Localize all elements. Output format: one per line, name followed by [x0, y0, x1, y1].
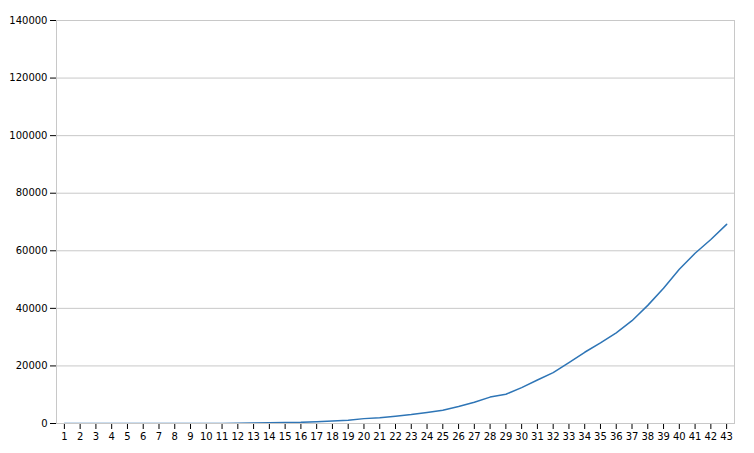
svg-text:24: 24: [421, 431, 434, 442]
svg-text:29: 29: [500, 431, 513, 442]
svg-text:37: 37: [626, 431, 639, 442]
svg-text:25: 25: [436, 431, 449, 442]
svg-text:3: 3: [93, 431, 99, 442]
svg-text:28: 28: [484, 431, 497, 442]
svg-text:30: 30: [515, 431, 528, 442]
svg-text:9: 9: [187, 431, 193, 442]
svg-text:36: 36: [610, 431, 623, 442]
svg-text:40000: 40000: [16, 303, 48, 314]
svg-text:35: 35: [594, 431, 607, 442]
svg-text:4: 4: [108, 431, 114, 442]
svg-text:0: 0: [41, 418, 47, 429]
svg-text:16: 16: [295, 431, 308, 442]
svg-text:140000: 140000: [9, 15, 47, 26]
svg-text:20000: 20000: [16, 360, 48, 371]
svg-text:43: 43: [720, 431, 733, 442]
svg-text:7: 7: [156, 431, 162, 442]
svg-text:5: 5: [124, 431, 130, 442]
svg-text:22: 22: [389, 431, 402, 442]
svg-text:1: 1: [61, 431, 67, 442]
svg-text:32: 32: [547, 431, 560, 442]
svg-text:27: 27: [468, 431, 481, 442]
svg-text:42: 42: [704, 431, 717, 442]
svg-text:12: 12: [231, 431, 244, 442]
svg-text:23: 23: [405, 431, 418, 442]
svg-text:60000: 60000: [16, 245, 48, 256]
svg-text:33: 33: [563, 431, 576, 442]
svg-text:14: 14: [263, 431, 276, 442]
svg-text:17: 17: [310, 431, 323, 442]
svg-text:13: 13: [247, 431, 260, 442]
svg-text:120000: 120000: [9, 72, 47, 83]
svg-text:21: 21: [373, 431, 386, 442]
svg-text:39: 39: [657, 431, 670, 442]
svg-text:18: 18: [326, 431, 339, 442]
svg-text:100000: 100000: [9, 130, 47, 141]
svg-text:26: 26: [452, 431, 465, 442]
svg-text:41: 41: [689, 431, 702, 442]
svg-text:80000: 80000: [16, 187, 48, 198]
svg-text:19: 19: [342, 431, 355, 442]
svg-text:15: 15: [279, 431, 292, 442]
svg-text:20: 20: [358, 431, 371, 442]
svg-text:10: 10: [200, 431, 213, 442]
svg-text:31: 31: [531, 431, 544, 442]
svg-text:34: 34: [578, 431, 591, 442]
svg-text:6: 6: [140, 431, 146, 442]
svg-text:38: 38: [641, 431, 654, 442]
svg-text:8: 8: [172, 431, 178, 442]
svg-text:40: 40: [673, 431, 686, 442]
svg-text:11: 11: [216, 431, 229, 442]
svg-text:2: 2: [77, 431, 83, 442]
